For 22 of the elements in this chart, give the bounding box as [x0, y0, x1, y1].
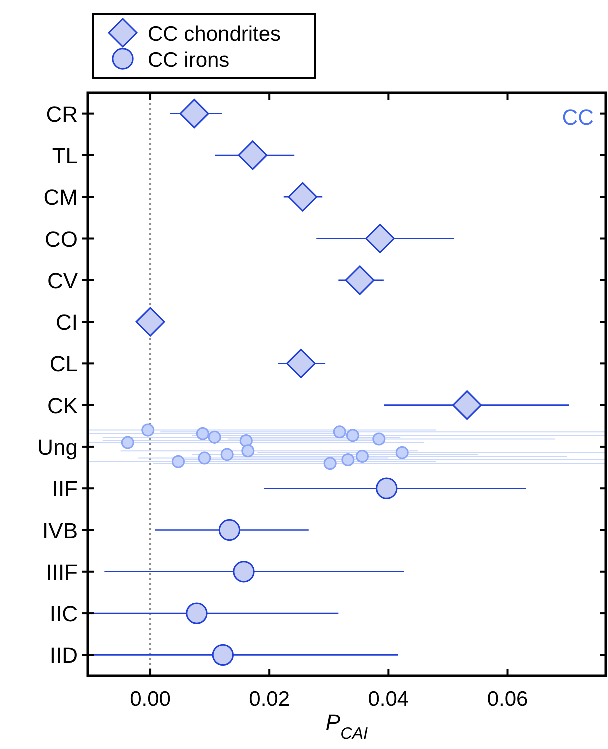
- y-tick-label: CR: [46, 102, 78, 127]
- y-tick-label: CI: [56, 310, 78, 336]
- y-tick-label: IIF: [52, 476, 78, 502]
- y-tick-label: IIIF: [46, 560, 78, 585]
- x-tick-label: 0.00: [130, 688, 171, 711]
- y-tick-label: IVB: [42, 518, 78, 544]
- x-tick-label: 0.06: [487, 688, 528, 711]
- y-tick-label: IIC: [50, 602, 78, 627]
- y-tick-label: CO: [45, 226, 78, 252]
- legend-label: CC irons: [148, 49, 230, 72]
- legend-label: CC chondrites: [148, 23, 282, 46]
- y-tick-label: Ung: [38, 434, 78, 460]
- y-tick-label: CL: [50, 352, 78, 377]
- annotation: CC: [562, 105, 594, 130]
- x-axis-title: P$_{CAI}$: [326, 710, 369, 743]
- x-tick-label: 0.04: [368, 688, 410, 711]
- y-tick-label: CV: [47, 268, 78, 294]
- y-tick-label: TL: [52, 143, 78, 168]
- x-tick-label: 0.02: [249, 688, 290, 711]
- y-tick-label: CM: [44, 185, 78, 210]
- y-tick-label: IID: [50, 643, 78, 668]
- y-tick-label: CK: [47, 393, 78, 418]
